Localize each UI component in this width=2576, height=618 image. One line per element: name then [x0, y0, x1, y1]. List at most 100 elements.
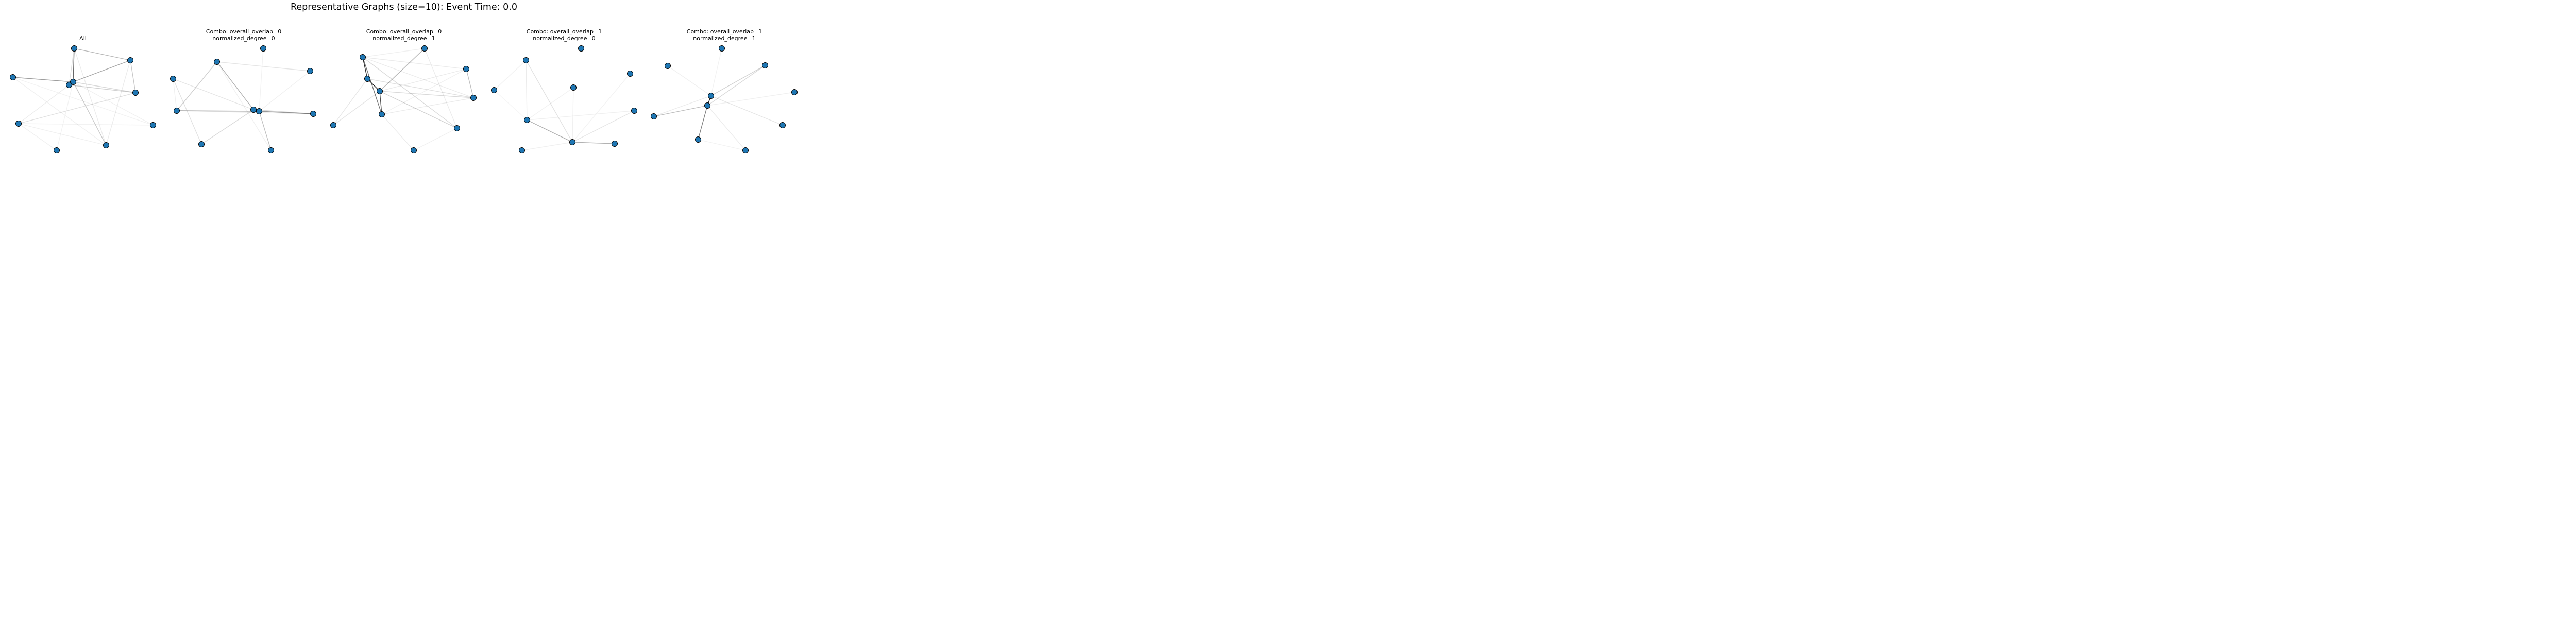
graph-edge — [56, 81, 74, 151]
graph-node — [174, 108, 180, 114]
graph-edge — [572, 73, 631, 143]
graph-edge — [106, 60, 131, 146]
graph-node — [132, 90, 139, 96]
graph-edge — [424, 48, 457, 129]
graph-edge — [707, 105, 746, 151]
graph-node — [10, 74, 16, 80]
graph-panel-1 — [170, 45, 316, 153]
graph-edge — [362, 57, 467, 70]
graph-node — [708, 93, 714, 99]
graph-edge — [710, 65, 766, 96]
graph-edge — [362, 48, 425, 58]
panel-title-overlap0-degree0: Combo: overall_overlap=0 normalized_degr… — [166, 28, 321, 42]
graph-panel-2 — [330, 45, 477, 153]
graph-edge — [362, 57, 457, 129]
graph-edge — [707, 92, 795, 106]
graph-edge — [710, 95, 783, 126]
graph-edge — [333, 78, 368, 126]
graph-edge — [73, 81, 136, 93]
graph-edge — [653, 105, 708, 117]
graph-node — [150, 122, 156, 128]
graph-node — [719, 45, 725, 52]
graph-node — [454, 125, 460, 131]
graph-node — [170, 76, 176, 82]
panel-title-line: normalized_degree=1 — [372, 35, 435, 42]
graph-node — [71, 45, 77, 52]
panel-title-overlap1-degree1: Combo: overall_overlap=1 normalized_degr… — [647, 28, 802, 42]
graph-node — [570, 84, 577, 91]
graph-edge — [69, 84, 136, 93]
graph-edge — [667, 65, 711, 96]
graph-node — [651, 113, 657, 119]
graph-node — [15, 121, 22, 127]
graph-node — [330, 122, 336, 128]
graph-edge — [12, 77, 74, 82]
graph-edge — [381, 97, 474, 115]
graph-edge — [176, 110, 314, 114]
graph-node — [569, 139, 575, 145]
graph-edge — [466, 68, 474, 98]
graph-edge — [698, 105, 708, 140]
graph-node — [54, 147, 60, 153]
graph-edge — [253, 109, 314, 114]
graph-node — [463, 66, 469, 72]
graph-node — [256, 108, 262, 114]
graph-edge — [74, 48, 107, 146]
graph-edge — [18, 123, 154, 126]
graph-node — [665, 63, 671, 69]
graph-node — [612, 141, 618, 147]
graph-node — [307, 68, 313, 74]
graph-edge — [259, 111, 314, 114]
graph-edge — [379, 91, 474, 98]
graph-edge — [176, 61, 217, 111]
graph-edge — [362, 57, 474, 98]
graph-edge — [69, 48, 75, 85]
graph-node — [742, 147, 749, 153]
panel-title-line: normalized_degree=1 — [693, 35, 756, 42]
graph-edge — [216, 61, 311, 72]
graph-edge — [259, 48, 264, 112]
graph-edge — [18, 92, 136, 124]
graph-edge — [201, 109, 254, 145]
graph-edge — [572, 110, 635, 143]
graph-edge — [572, 87, 574, 143]
graph-edge — [173, 78, 177, 111]
graph-node — [791, 89, 798, 95]
graph-edge — [259, 111, 272, 151]
graph-node — [310, 111, 316, 117]
graph-edge — [527, 110, 635, 121]
graph-node — [524, 117, 530, 123]
graph-node — [360, 54, 366, 60]
graph-edge — [527, 87, 574, 121]
graph-node — [377, 88, 383, 94]
graph-node — [421, 45, 428, 52]
graph-node — [491, 87, 497, 93]
panel-title-line: normalized_degree=0 — [212, 35, 275, 42]
graph-edge — [413, 128, 457, 151]
graph-edge — [333, 91, 380, 126]
graph-edge — [216, 61, 254, 110]
graph-edge — [259, 71, 311, 112]
graph-edge — [527, 119, 573, 143]
graph-node — [779, 122, 786, 128]
graph-node — [523, 57, 529, 63]
graph-edge — [362, 57, 368, 79]
graph-edge — [379, 68, 467, 92]
graph-edge — [526, 60, 573, 143]
graph-edge — [707, 65, 766, 106]
graph-edge — [12, 77, 154, 126]
graph-node — [411, 147, 417, 153]
graph-edge — [362, 57, 382, 115]
graph-node — [519, 147, 525, 153]
graph-edge — [18, 123, 107, 146]
graph-node — [127, 57, 133, 63]
graph-node — [103, 142, 109, 148]
graph-node — [627, 71, 633, 77]
graph-edge — [18, 123, 57, 151]
graph-node — [260, 45, 266, 52]
graph-node — [66, 82, 72, 88]
graph-edge — [379, 91, 382, 115]
graph-edge — [698, 139, 746, 151]
graph-panel-0 — [10, 45, 156, 153]
figure: Representative Graphs (size=10): Event T… — [0, 0, 808, 162]
